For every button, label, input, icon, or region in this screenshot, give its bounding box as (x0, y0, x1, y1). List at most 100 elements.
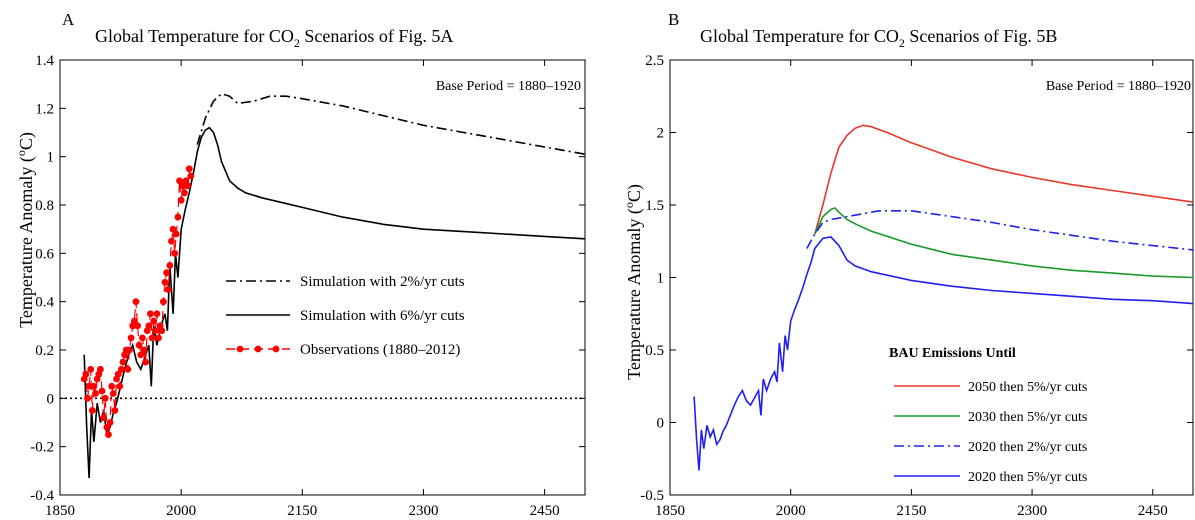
x-tick-label-a: 2300 (408, 503, 438, 519)
observation-point-a (87, 365, 95, 373)
observation-point-a (100, 414, 108, 422)
observation-point-a (96, 365, 104, 373)
observation-point-a (116, 382, 124, 390)
observation-point-a (82, 370, 90, 378)
legend-label-a-1: Simulation with 6%/yr cuts (300, 308, 465, 324)
observation-point-a (187, 172, 195, 180)
observation-point-a (106, 419, 114, 426)
x-tick-label-b: 2300 (1017, 503, 1047, 519)
panel-a-legend: Simulation with 2%/yr cuts Simulation wit… (226, 274, 465, 358)
observation-point-a (132, 298, 140, 306)
observation-point-a (138, 334, 146, 342)
observation-point-a (166, 262, 174, 269)
observation-point-a (159, 298, 167, 306)
legend-title-b: BAU Emissions Until (889, 346, 1016, 361)
observation-point-a (98, 387, 106, 395)
observation-point-a (142, 358, 150, 366)
observation-point-a (85, 382, 93, 390)
legend-label-a-2: Observations (1880–2012) (300, 342, 460, 358)
y-tick-label-b: 0 (657, 416, 665, 432)
observation-point-a (174, 213, 182, 221)
plot-frame-a (59, 59, 586, 496)
y-tick-label-a: 0.6 (35, 246, 54, 262)
observation-point-a (148, 334, 156, 342)
observation-point-a (158, 327, 166, 335)
observation-point-a (184, 182, 192, 190)
observation-point-a (140, 346, 148, 354)
y-tick-label-b: 2.5 (645, 53, 664, 69)
observation-point-a (168, 237, 175, 245)
observation-point-a (114, 370, 122, 378)
panel-b-title: Global Temperature for CO2 Scenarios of … (700, 26, 1057, 50)
observation-point-a (163, 269, 171, 277)
observation-point-a (88, 407, 96, 414)
panel-b-legend: BAU Emissions Until 2050 then 5%/yr cuts 2… (889, 346, 1087, 485)
observation-point-a (179, 182, 187, 190)
y-tick-label-a: 0.2 (35, 343, 54, 359)
legend-label-b-1: 2030 then 5%/yr cuts (968, 410, 1087, 425)
observation-point-a (177, 196, 185, 204)
y-tick-label-a: 0 (47, 391, 55, 407)
panel-a-ylabel: Temperature Anomaly (oC) (14, 132, 37, 328)
y-tick-label-a: -0.2 (30, 440, 54, 456)
x-tick-label-b: 2000 (776, 503, 806, 519)
y-tick-label-a: 1.2 (35, 101, 54, 117)
y-tick-label-a: -0.4 (30, 488, 54, 504)
observation-point-a (153, 310, 161, 318)
observation-point-a (105, 431, 112, 438)
observation-point-a (155, 334, 162, 342)
x-tick-label-b: 1850 (655, 503, 685, 519)
series-line-a-1 (83, 126, 586, 479)
observation-point-a (169, 225, 177, 233)
series-line-b-0 (814, 124, 1194, 235)
panel-b-base-period: Base Period = 1880–1920 (1046, 79, 1191, 94)
series-line-a-0 (196, 92, 586, 155)
observation-point-a (151, 327, 159, 335)
panel-b-letter: B (668, 10, 679, 29)
y-tick-label-b: -0.5 (640, 488, 664, 504)
series-line-b-1 (814, 206, 1194, 279)
series-line-b-3 (693, 236, 1194, 471)
observation-point-a (135, 341, 143, 349)
y-tick-label-a: 1.4 (35, 53, 54, 69)
observation-point-a (111, 407, 119, 414)
panel-a-plot: 1850 2000 2150 2300 2450 -0.4 -0.2 0 0.2 0.4 0.6 0.… (30, 53, 586, 519)
y-tick-label-b: 1.5 (645, 198, 664, 214)
series-line-b-2 (806, 210, 1194, 251)
observation-point-a (147, 310, 154, 318)
panel-b-ylabel: Temperature Anomaly (oC) (622, 184, 645, 380)
observation-point-a (103, 423, 111, 431)
observation-point-a (126, 346, 133, 354)
observation-point-a (84, 394, 91, 402)
x-tick-label-b: 2450 (1138, 503, 1168, 519)
observation-point-a (127, 334, 135, 342)
panel-a-base-period: Base Period = 1880–1920 (436, 79, 581, 94)
y-tick-label-a: 1 (47, 150, 55, 166)
legend-marker-a (254, 345, 262, 353)
x-tick-label-a: 2000 (166, 503, 196, 519)
y-tick-label-a: 0.4 (35, 295, 54, 311)
observation-point-a (171, 249, 179, 257)
observation-point-a (145, 322, 153, 330)
observation-point-a (180, 189, 188, 197)
observation-point-a (161, 278, 169, 286)
legend-marker-a (236, 345, 244, 353)
x-tick-label-a: 1850 (45, 503, 75, 519)
observation-point-a (185, 165, 193, 173)
observation-point-a (101, 394, 109, 402)
observation-point-a (137, 351, 145, 359)
observation-point-a (176, 177, 183, 185)
panel-b-plot: 1850 2000 2150 2300 2450 -0.5 0 0.5 1 1.5 2 2.5 (640, 53, 1194, 519)
observation-point-a (124, 365, 132, 373)
legend-label-a-0: Simulation with 2%/yr cuts (300, 274, 465, 290)
legend-label-b-0: 2050 then 5%/yr cuts (968, 380, 1087, 395)
observation-point-a (109, 390, 117, 397)
observation-point-a (150, 317, 158, 325)
observation-point-a (130, 317, 138, 325)
x-tick-label-b: 2150 (896, 503, 926, 519)
observation-point-a (172, 230, 180, 238)
observation-point-a (108, 382, 116, 390)
legend-label-b-3: 2020 then 5%/yr cuts (968, 470, 1087, 485)
x-tick-label-a: 2450 (530, 503, 560, 519)
